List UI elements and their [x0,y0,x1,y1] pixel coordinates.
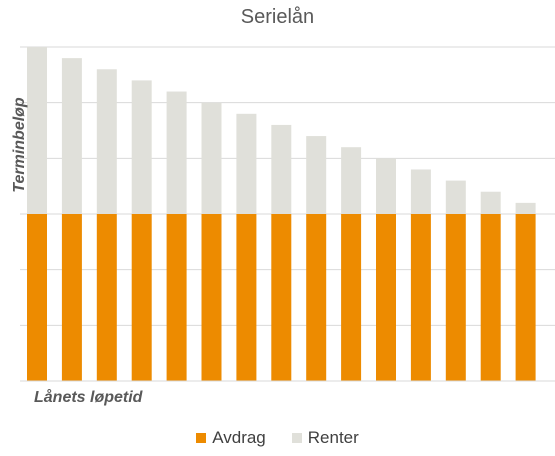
bar-renter-8 [271,124,292,214]
y-axis-label: Terminbeløp [11,97,28,193]
bar-renter-7 [236,113,257,214]
bar-renter-2 [61,58,82,215]
bar-avdrag-8 [271,214,292,381]
bar-avdrag-7 [236,214,257,381]
legend-label-avdrag: Avdrag [212,428,266,447]
bar-avdrag-6 [201,214,222,381]
bars [27,47,536,381]
bar-renter-11 [376,158,396,214]
bar-renter-14 [480,191,501,214]
x-axis-label: Lånets løpetid [34,388,144,406]
bar-renter-3 [96,69,117,215]
chart-title: Serielån [240,6,315,28]
bar-avdrag-1 [27,214,47,381]
bar-avdrag-13 [445,214,466,381]
bar-renter-10 [341,147,362,214]
bar-avdrag-12 [410,214,431,381]
bar-avdrag-15 [515,214,536,381]
legend-item-renter: Renter [291,428,359,448]
bar-avdrag-5 [166,214,187,381]
bar-avdrag-10 [341,214,362,381]
bar-renter-15 [515,202,536,214]
bar-avdrag-3 [96,214,117,381]
bar-renter-1 [27,47,47,214]
bar-renter-9 [306,136,327,214]
bar-avdrag-9 [306,214,327,381]
bar-avdrag-2 [61,214,82,381]
bar-renter-13 [445,180,466,214]
legend: Avdrag Renter [0,428,555,448]
legend-swatch-renter [291,433,302,443]
bar-avdrag-11 [376,214,396,381]
bar-avdrag-14 [480,214,501,381]
bar-renter-4 [131,80,152,215]
bar-renter-5 [166,91,187,214]
bar-avdrag-4 [131,214,152,381]
legend-item-avdrag: Avdrag [196,428,266,448]
legend-swatch-avdrag [196,433,207,443]
bar-renter-6 [201,102,222,214]
legend-label-renter: Renter [307,428,359,447]
bar-renter-12 [410,169,431,214]
